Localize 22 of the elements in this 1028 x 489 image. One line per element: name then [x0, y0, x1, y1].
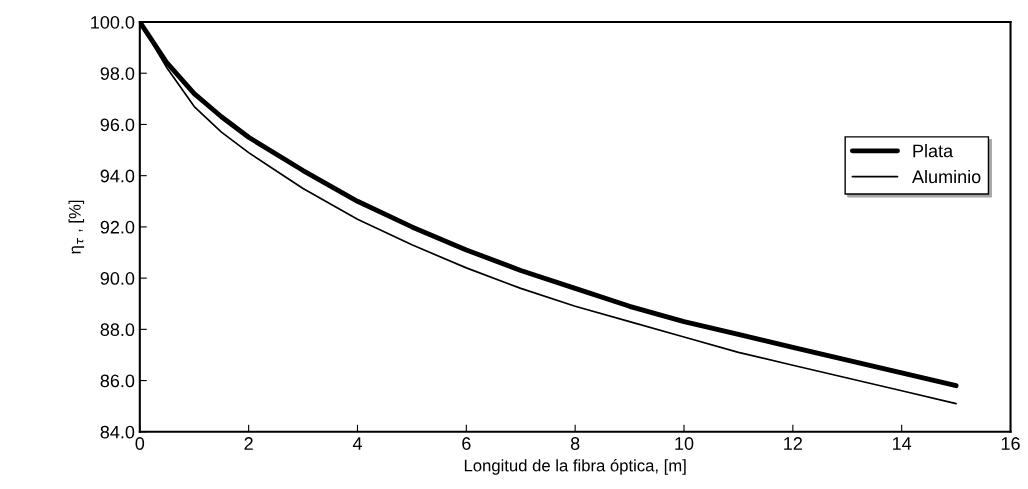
x-tick-label: 10: [675, 437, 694, 450]
y-tick-label: 92.0: [100, 220, 135, 234]
x-tick-label: 0: [135, 437, 145, 450]
y-tick-label: 98.0: [100, 67, 135, 80]
y-tick-label: 84.0: [100, 425, 135, 439]
x-tick-label: 14: [893, 437, 912, 450]
x-tick-label: 4: [352, 437, 362, 450]
x-tick-label: 2: [244, 437, 253, 450]
y-tick-label: 94.0: [100, 169, 135, 183]
y-axis-title: η$_{τ}$ , [%]: [68, 200, 85, 254]
y-tick-label: 86.0: [100, 374, 135, 388]
x-tick-label: 6: [462, 437, 471, 450]
x-tick-label: 16: [1001, 437, 1020, 450]
legend-label: Aluminio: [912, 169, 981, 184]
y-tick-label: 96.0: [100, 118, 135, 132]
y-tick-label: 90.0: [100, 272, 135, 285]
legend-label: Plata: [913, 144, 954, 158]
x-tick-label: 8: [570, 437, 580, 450]
y-tick-label: 100.0: [91, 15, 135, 29]
x-axis-title: Longitud de la fibra óptica, [m]: [464, 459, 686, 475]
y-tick-label: 88.0: [100, 323, 135, 337]
x-tick-label: 12: [784, 437, 802, 450]
